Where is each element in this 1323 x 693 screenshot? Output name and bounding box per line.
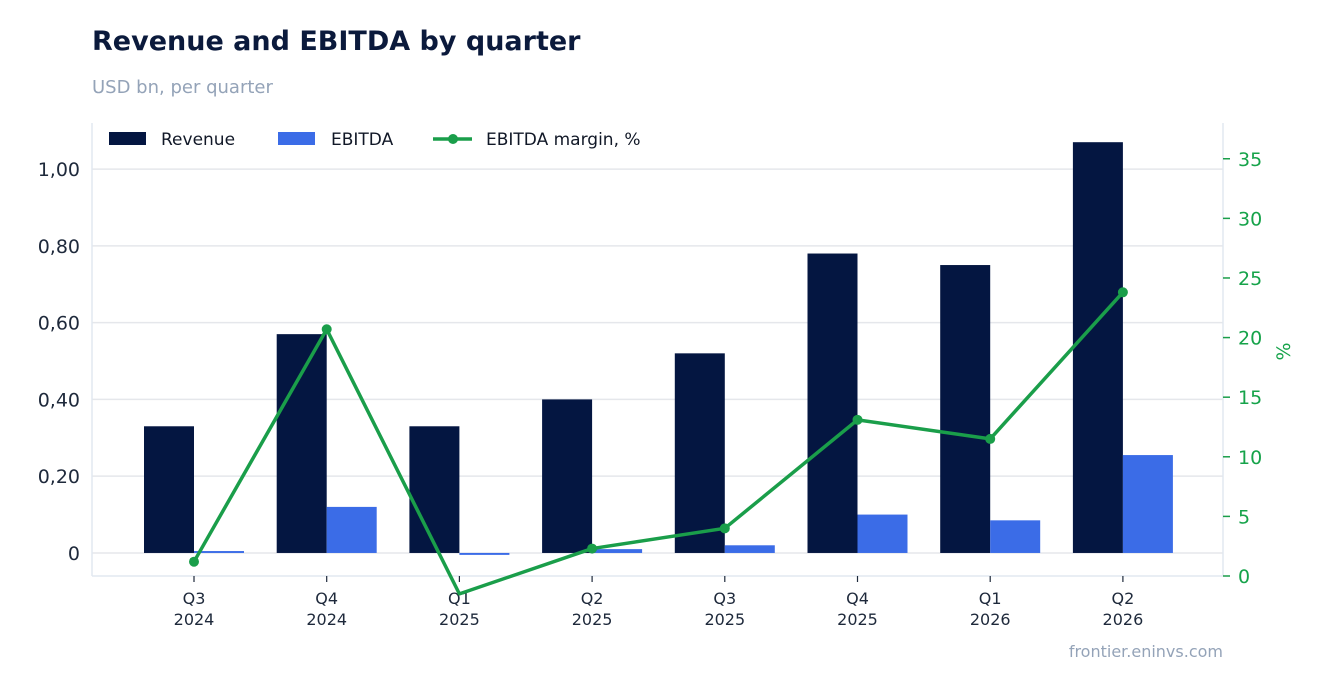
- x-tick-label: Q2: [581, 589, 604, 608]
- x-tick-label: 2024: [174, 610, 215, 629]
- x-tick-label: Q4: [315, 589, 338, 608]
- margin-point: [587, 543, 598, 554]
- revenue-bar: [807, 253, 858, 553]
- y2-tick-label: 35: [1238, 149, 1262, 171]
- y-tick-label: 0,60: [38, 313, 80, 335]
- x-tick-label: 2026: [970, 610, 1011, 629]
- margin-series-line: [192, 291, 1125, 596]
- margin-point: [1117, 287, 1128, 298]
- ebitda-bar: [724, 545, 775, 553]
- y2-tick-label: 10: [1238, 447, 1262, 469]
- legend-swatch-ebitda: [278, 132, 315, 145]
- revenue-bar: [409, 426, 460, 553]
- y-tick-label: 0: [68, 543, 80, 565]
- y2-tick-label: 20: [1238, 328, 1262, 350]
- y2-axis-label: %: [1273, 342, 1295, 360]
- margin-point: [852, 414, 863, 425]
- grid-lines: [92, 168, 1223, 554]
- y2-tick-label: 0: [1238, 566, 1250, 588]
- ebitda-bar: [194, 551, 244, 553]
- legend-marker-margin: [448, 134, 458, 144]
- ebitda-bar: [326, 506, 377, 553]
- x-tick-label: 2025: [439, 610, 480, 629]
- legend-label-margin: EBITDA margin, %: [486, 130, 641, 150]
- y-tick-label: 0,80: [38, 236, 80, 258]
- legend-swatch-revenue: [109, 132, 146, 145]
- x-tick-label: Q2: [1112, 589, 1135, 608]
- x-tick-label: 2024: [306, 610, 347, 629]
- chart-subtitle: USD bn, per quarter: [92, 77, 273, 98]
- x-tick-label: Q3: [183, 589, 206, 608]
- margin-point: [985, 433, 996, 444]
- x-tick-label: 2025: [572, 610, 613, 629]
- revenue-bar: [144, 426, 194, 553]
- ebitda-bar: [592, 549, 643, 553]
- ebitda-bar: [1122, 455, 1173, 553]
- x-tick-label: Q3: [713, 589, 736, 608]
- margin-point: [321, 324, 332, 335]
- bars: [144, 142, 1173, 555]
- ebitda-bar: [459, 552, 510, 555]
- y2-tick-label: 5: [1238, 506, 1250, 528]
- y2-tick-label: 25: [1238, 268, 1262, 290]
- y-tick-label: 0,20: [38, 466, 80, 488]
- x-tick-label: Q4: [846, 589, 869, 608]
- y-tick-label: 0,40: [38, 389, 80, 411]
- x-tick-label: 2026: [1103, 610, 1144, 629]
- x-tick-label: 2025: [837, 610, 878, 629]
- axes: 00,200,400,600,801,0005101520253035%Q320…: [38, 123, 1295, 629]
- y2-tick-label: 30: [1238, 208, 1262, 230]
- margin-line: [189, 287, 1128, 596]
- source-credit: frontier.eninvs.com: [1068, 642, 1223, 661]
- margin-point: [189, 556, 199, 567]
- revenue-bar: [542, 399, 593, 553]
- margin-point: [719, 523, 730, 534]
- legend-label-ebitda: EBITDA: [331, 130, 394, 150]
- revenue-bar: [940, 265, 991, 553]
- revenue-bar: [1072, 142, 1123, 553]
- ebitda-bar: [857, 514, 908, 553]
- y-tick-label: 1,00: [38, 159, 80, 181]
- legend-label-revenue: Revenue: [161, 130, 235, 150]
- legend: Revenue EBITDA EBITDA margin, %: [109, 130, 641, 150]
- revenue-bar: [276, 334, 327, 553]
- chart-title: Revenue and EBITDA by quarter: [92, 26, 581, 57]
- revenue-bar: [674, 353, 725, 553]
- x-tick-label: Q1: [979, 589, 1002, 608]
- ebitda-bar: [990, 520, 1041, 553]
- x-tick-label: 2025: [704, 610, 745, 629]
- y2-tick-label: 15: [1238, 387, 1262, 409]
